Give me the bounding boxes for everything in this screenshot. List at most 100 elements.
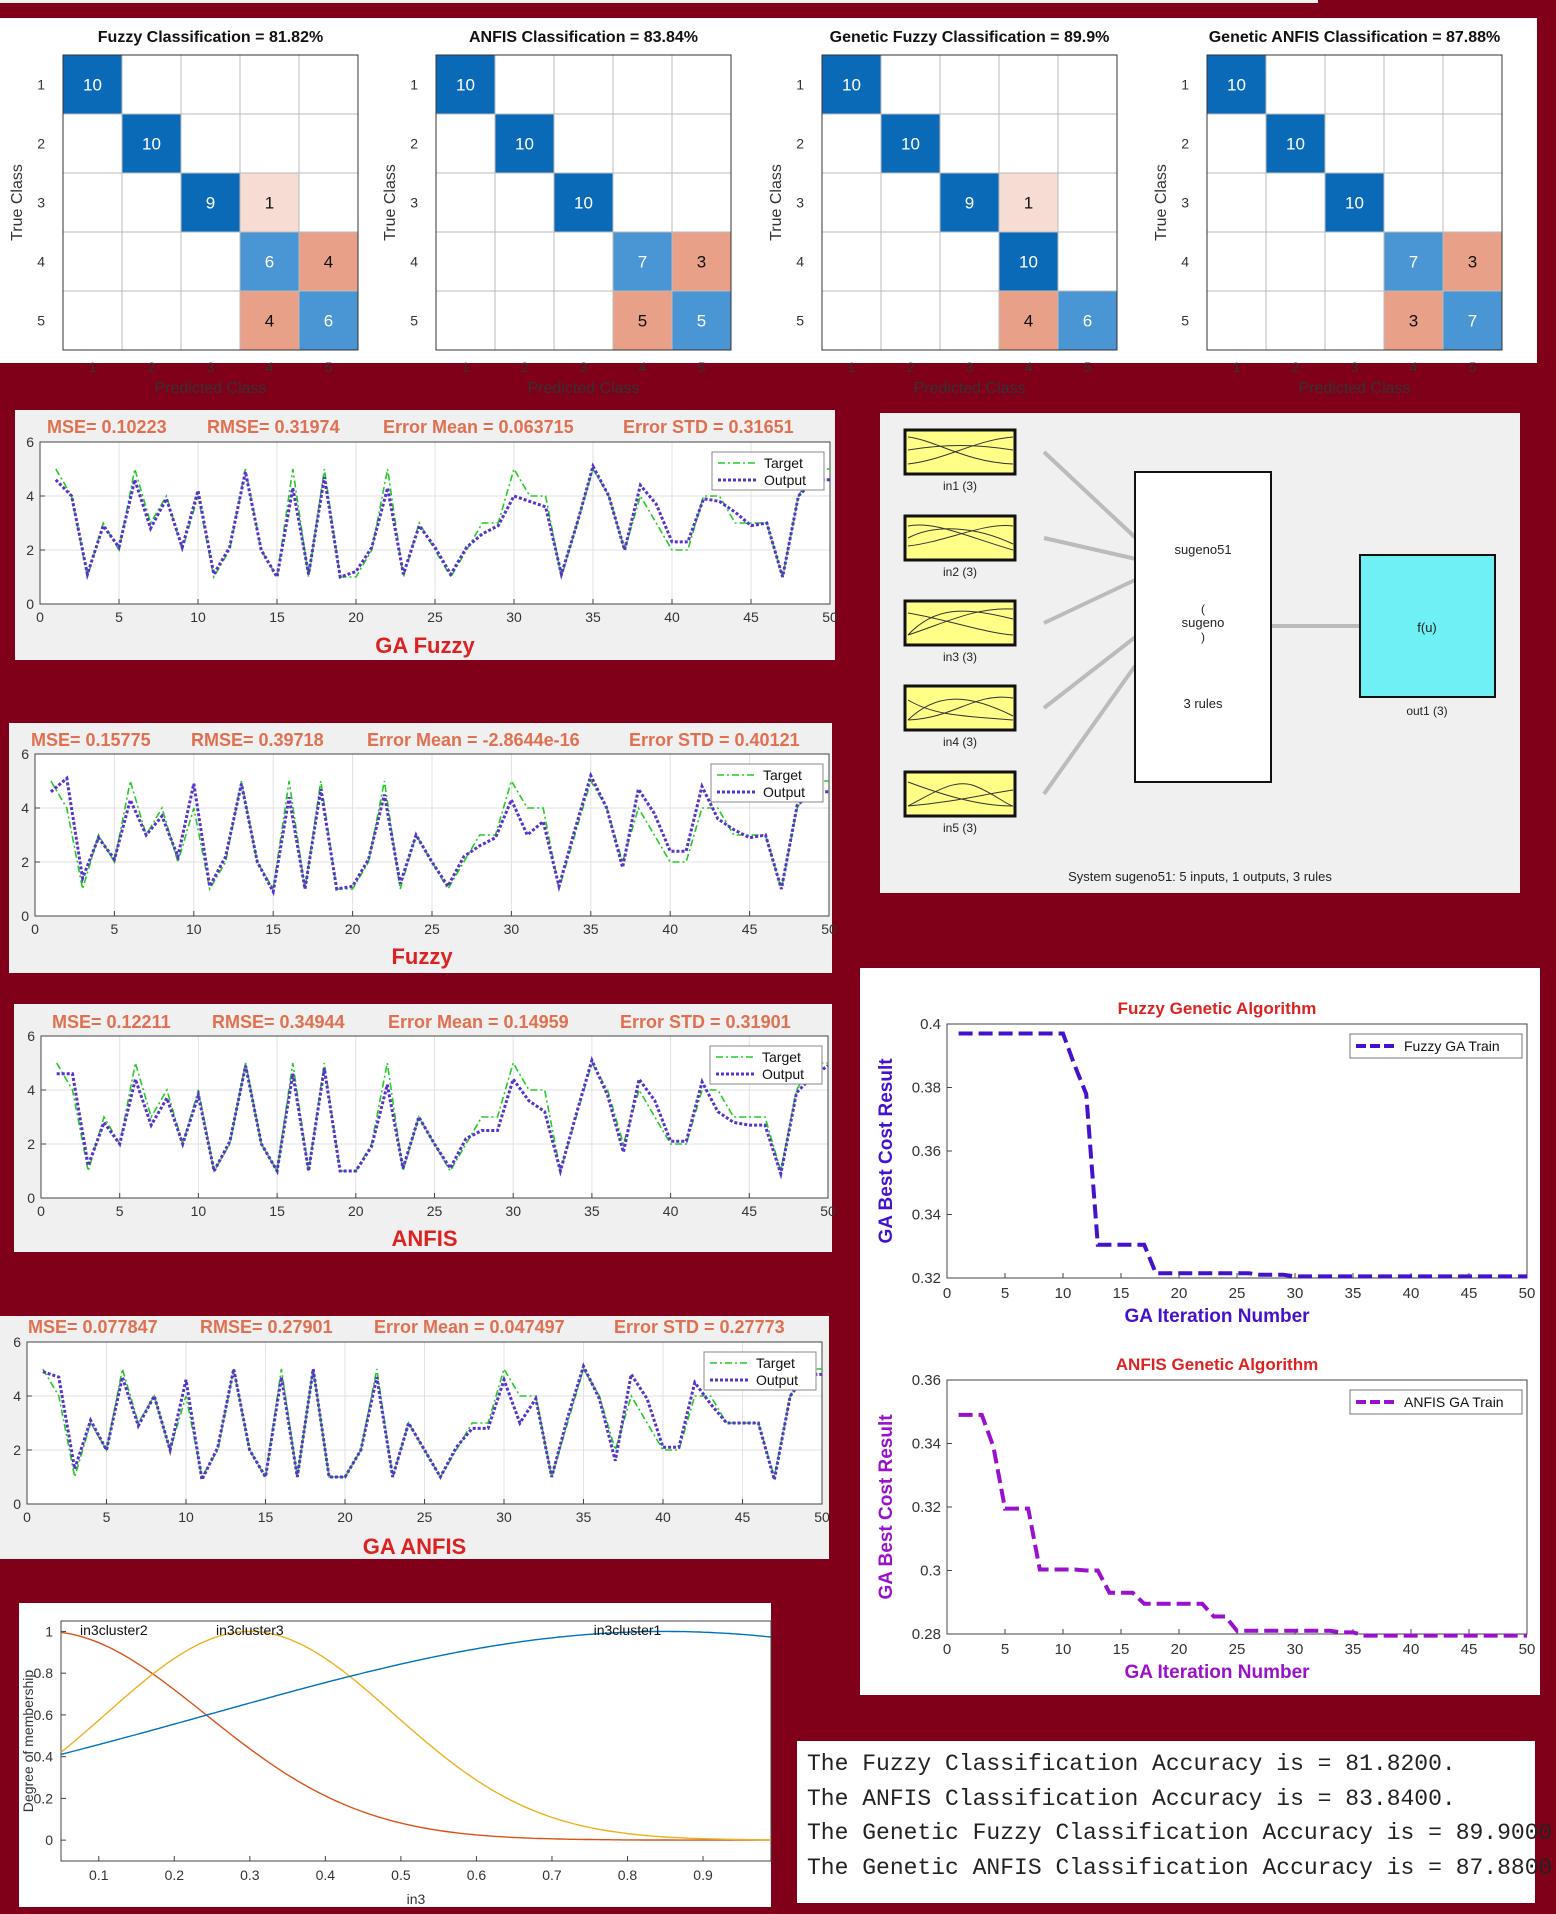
legend-output-label: Output [763,784,805,800]
x-tick-label: 15 [1113,1641,1130,1658]
confusion-frame [62,54,359,351]
error-stat: MSE= 0.15775 [31,730,151,750]
x-tick-label: 15 [265,921,281,937]
y-tick-label: 0 [27,1190,35,1206]
confusion-matrix: Genetic Fuzzy Classification = 89.9% 10 10… [768,29,1118,397]
plot-frame [26,1341,823,1505]
confusion-cell [880,231,941,292]
x-tick-label: 0 [37,1203,45,1219]
input-mf-block: in1 (3) [903,428,1017,493]
confusion-cell [1057,113,1118,174]
plot-frame [39,441,831,605]
y-tick-label: 0.36 [912,1372,941,1389]
x-tick-label: 45 [735,1509,751,1525]
confusion-cell [1206,231,1267,292]
confusion-cell [180,113,241,174]
x-tick-label: 30 [1287,1285,1304,1302]
confusion-xtick: 2 [148,359,156,375]
confusion-value: 5 [638,312,647,331]
confusion-cell [1383,231,1444,292]
x-tick-label: 35 [583,921,599,937]
confusion-cell [939,290,1000,351]
confusion-cell [671,290,732,351]
x-tick-label: 35 [1345,1641,1362,1658]
confusion-cell [1324,54,1385,115]
x-tick-label: 25 [427,609,443,625]
confusion-cell [1057,231,1118,292]
y-tick-label: 0.4 [34,1749,54,1765]
error-stat: Error Mean = 0.063715 [383,417,574,437]
confusion-xtick: 2 [1292,359,1300,375]
confusion-cell [494,290,555,351]
chart-title: Fuzzy Genetic Algorithm [1118,999,1317,1018]
output-series-line [56,1055,829,1180]
confusion-ytick: 5 [796,313,804,329]
legend-box [709,1045,823,1085]
confusion-value: 4 [324,253,333,272]
mf-curve [907,445,1014,451]
legend-target-label: Target [764,455,803,471]
confusion-cell [1265,172,1326,233]
input-label: in4 (3) [943,735,977,749]
y-tick-label: 4 [27,1082,35,1098]
confusion-cell [298,231,359,292]
confusion-value: 5 [697,312,706,331]
x-tick-label: 50 [821,921,837,937]
error-stat: Error STD = 0.31651 [623,417,794,437]
x-tick-label: 20 [345,921,361,937]
x-tick-label: 15 [269,1203,285,1219]
confusion-value: 3 [1409,312,1418,331]
confusion-cell [939,172,1000,233]
legend-output-label: Output [764,472,806,488]
confusion-value: 10 [842,76,861,95]
confusion-value: 6 [324,312,333,331]
confusion-ylabel: True Class [9,164,26,241]
legend-box [710,763,824,803]
confusion-ytick: 5 [37,313,45,329]
confusion-cell [1057,172,1118,233]
chart-title: GA Fuzzy [375,633,475,658]
error-stat: RMSE= 0.39718 [191,730,324,750]
confusion-ytick: 2 [1181,136,1189,152]
confusion-cell [1442,54,1503,115]
x-tick-label: 45 [1461,1285,1478,1302]
y-tick-label: 0.34 [912,1436,941,1453]
confusion-title: ANFIS Classification = 83.84% [469,29,698,46]
y-tick-label: 6 [13,1334,21,1350]
confusion-value: 10 [574,194,593,213]
confusion-cell [671,113,732,174]
confusion-ytick: 4 [37,254,45,270]
confusion-cell [121,290,182,351]
ga-anfis-plot-panel: MSE= 0.077847 RMSE= 0.27901 Error Mean = 0… [0,1316,830,1559]
mf-curve [907,436,1014,465]
x-tick-label: 0 [31,921,39,937]
confusion-value: 7 [638,253,647,272]
confusion-xtick: 4 [639,359,647,375]
mf-curve [907,699,1014,721]
confusion-cell [121,231,182,292]
anfis-error-chart: MSE= 0.12211 RMSE= 0.34944 Error Mean = 0.… [27,1012,836,1251]
confusion-ytick: 4 [410,254,418,270]
confusion-cell [553,172,614,233]
x-tick-label: 50 [820,1203,836,1219]
x-tick-label: 0.2 [165,1867,185,1883]
fis-diagram: in1 (3) in2 (3) in3 (3) in4 (3) in5 (3) sugen… [903,428,1496,884]
y-tick-label: 0.6 [34,1707,54,1723]
confusion-value: 10 [1345,194,1364,213]
membership-function-chart: 0.1 0.2 0.3 0.4 0.5 0.6 0.7 0.8 0.9 0 0.2 0.4 0.6 0.8… [20,1620,772,1907]
confusion-value: 9 [965,194,974,213]
x-tick-label: 45 [742,1203,758,1219]
confusion-xtick: 3 [207,359,215,375]
x-tick-label: 40 [662,921,678,937]
y-tick-label: 2 [26,542,34,558]
confusion-cell [1057,54,1118,115]
confusion-cell [1324,172,1385,233]
anfis-ga-cost-chart: ANFIS Genetic Algorithm 0 5 10 15 20 25 30 35 40 4… [876,1355,1535,1683]
confusion-ytick: 1 [1181,77,1189,93]
top-strip [0,0,1318,3]
confusion-cell [1206,172,1267,233]
x-tick-label: 30 [496,1509,512,1525]
confusion-value: 1 [265,194,274,213]
mf-curve [907,524,1014,551]
confusion-cell [298,290,359,351]
